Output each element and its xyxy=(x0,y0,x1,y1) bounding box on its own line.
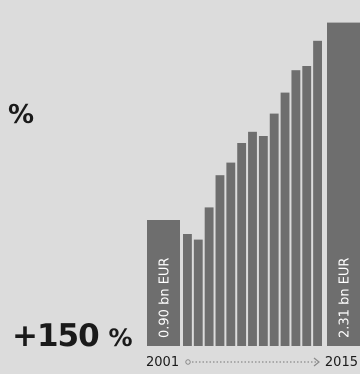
bar-2012 xyxy=(291,70,301,346)
bar-2010 xyxy=(269,113,279,346)
percent-sign-label: % xyxy=(8,100,35,130)
bar-2008 xyxy=(248,131,257,346)
x-axis-arrow-start xyxy=(185,359,191,365)
bar-2013 xyxy=(302,66,312,346)
growth-unit: % xyxy=(108,324,132,352)
bar-2002 xyxy=(183,234,192,346)
growth-value: +150 xyxy=(12,318,100,354)
growth-headline: +150 % xyxy=(12,318,133,354)
bar-2006 xyxy=(226,162,236,346)
bar-2007 xyxy=(237,143,247,346)
bar-2009 xyxy=(258,136,268,346)
data-label-2015: 2.31 bn EUR xyxy=(338,258,353,338)
bar-2011 xyxy=(280,92,290,346)
data-label-2001: 0.90 bn EUR xyxy=(158,258,173,338)
x-axis-arrow-head xyxy=(313,357,320,367)
bar-2015 xyxy=(327,22,360,346)
x-axis-start-label: 2001 xyxy=(146,355,179,370)
bar-2004 xyxy=(204,207,214,346)
bar-2014 xyxy=(313,40,322,347)
x-axis-end-label: 2015 xyxy=(325,355,358,370)
bar-2003 xyxy=(193,239,203,346)
bar-2001 xyxy=(147,220,180,346)
bar-2005 xyxy=(215,175,225,346)
